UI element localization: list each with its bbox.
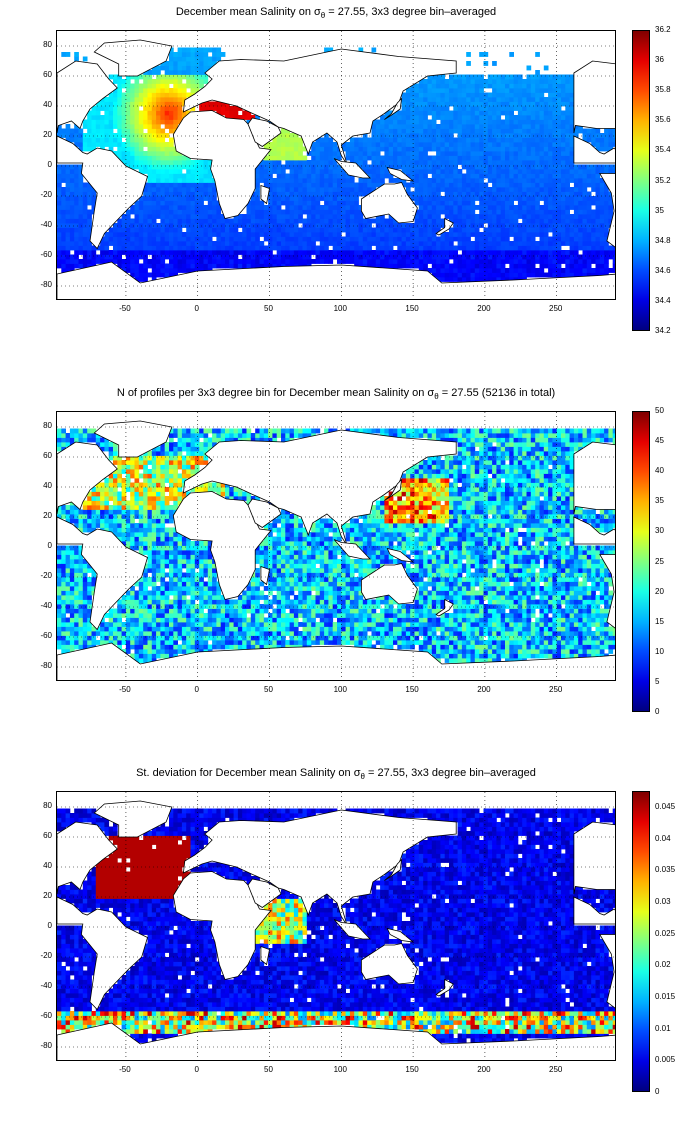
colorbar-tick-label: 10 <box>655 646 664 656</box>
std-deviation-map-svg <box>57 792 615 1060</box>
y-tick-label: 40 <box>43 861 52 870</box>
std-deviation-colorbar <box>632 791 650 1092</box>
colorbar-tick-label: 35.4 <box>655 145 671 155</box>
x-tick-label: 250 <box>549 685 563 694</box>
x-tick-label: 0 <box>194 685 199 694</box>
colorbar-tick-label: 0.01 <box>655 1023 671 1033</box>
x-tick-label: 0 <box>194 1065 199 1074</box>
y-tick-label: -40 <box>40 220 52 229</box>
colorbar-tick-label: 5 <box>655 676 660 686</box>
x-tick-label: 50 <box>264 304 273 313</box>
salinity-title: December mean Salinity on σθ = 27.55, 3x… <box>175 6 497 21</box>
y-tick-label: 80 <box>43 40 52 49</box>
colorbar-tick-label: 36 <box>655 55 664 65</box>
colorbar-tick-label: 36.2 <box>655 25 671 34</box>
x-tick-label: 100 <box>333 1065 347 1074</box>
y-tick-label: 60 <box>43 831 52 840</box>
y-tick-label: -60 <box>40 1011 52 1020</box>
y-tick-label: 20 <box>43 130 52 139</box>
x-tick-label: 0 <box>194 304 199 313</box>
colorbar-tick-label: 25 <box>655 556 664 566</box>
y-tick-label: -20 <box>40 190 52 199</box>
x-tick-label: -50 <box>119 685 131 694</box>
profiles-count-map <box>56 411 616 681</box>
y-tick-label: 20 <box>43 511 52 520</box>
x-tick-label: 150 <box>405 1065 419 1074</box>
colorbar-tick-label: 40 <box>655 466 664 476</box>
y-tick-label: 0 <box>47 921 52 930</box>
y-tick-label: 40 <box>43 481 52 490</box>
colorbar-tick-label: 0.045 <box>655 801 676 811</box>
x-tick-label: 150 <box>405 685 419 694</box>
y-tick-label: -20 <box>40 951 52 960</box>
y-tick-label: 80 <box>43 801 52 810</box>
y-tick-label: -60 <box>40 250 52 259</box>
colorbar-tick-label: 0.02 <box>655 960 671 970</box>
x-tick-label: 250 <box>549 1065 563 1074</box>
colorbar-tick-label: 35.6 <box>655 115 671 125</box>
x-tick-label: -50 <box>119 304 131 313</box>
x-tick-label: 200 <box>477 685 491 694</box>
y-tick-label: 40 <box>43 100 52 109</box>
colorbar-tick-label: 34.8 <box>655 235 671 245</box>
y-tick-label: 80 <box>43 421 52 430</box>
x-tick-label: 200 <box>477 304 491 313</box>
x-tick-label: -50 <box>119 1065 131 1074</box>
y-tick-label: -20 <box>40 571 52 580</box>
colorbar-tick-label: 34.6 <box>655 265 671 275</box>
colorbar-tick-label: 35.2 <box>655 175 671 185</box>
y-tick-label: -80 <box>40 1041 52 1050</box>
colorbar-tick-label: 34.4 <box>655 295 671 305</box>
y-tick-label: 20 <box>43 891 52 900</box>
colorbar-tick-label: 0.015 <box>655 991 676 1001</box>
colorbar-tick-label: 30 <box>655 526 664 536</box>
y-tick-label: -80 <box>40 280 52 289</box>
x-tick-label: 150 <box>405 304 419 313</box>
colorbar-tick-label: 0.025 <box>655 928 676 938</box>
x-tick-label: 250 <box>549 304 563 313</box>
colorbar-tick-label: 35 <box>655 205 664 215</box>
profiles-count-title: N of profiles per 3x3 degree bin for Dec… <box>116 387 556 402</box>
y-tick-label: 60 <box>43 451 52 460</box>
y-tick-label: 60 <box>43 70 52 79</box>
x-tick-label: 50 <box>264 1065 273 1074</box>
std-deviation-title: St. deviation for December mean Salinity… <box>136 767 536 782</box>
colorbar-tick-label: 35.8 <box>655 85 671 95</box>
salinity-colorbar <box>632 30 650 331</box>
colorbar-tick-label: 0 <box>655 1087 660 1096</box>
y-tick-label: 0 <box>47 160 52 169</box>
x-tick-label: 100 <box>333 685 347 694</box>
x-tick-label: 50 <box>264 685 273 694</box>
colorbar-tick-label: 35 <box>655 496 664 506</box>
y-tick-label: -60 <box>40 631 52 640</box>
colorbar-tick-label: 20 <box>655 586 664 596</box>
colorbar-tick-label: 34.2 <box>655 326 671 335</box>
y-tick-label: -80 <box>40 661 52 670</box>
profiles-count-colorbar <box>632 411 650 712</box>
salinity-map <box>56 30 616 300</box>
colorbar-tick-label: 0.035 <box>655 865 676 875</box>
x-tick-label: 100 <box>333 304 347 313</box>
colorbar-tick-label: 50 <box>655 406 664 415</box>
colorbar-tick-label: 45 <box>655 436 664 446</box>
colorbar-tick-label: 0.04 <box>655 833 671 843</box>
y-tick-label: 0 <box>47 541 52 550</box>
colorbar-tick-label: 0 <box>655 707 660 716</box>
y-tick-label: -40 <box>40 981 52 990</box>
y-tick-label: -40 <box>40 601 52 610</box>
std-deviation-map <box>56 791 616 1061</box>
colorbar-tick-label: 0.03 <box>655 896 671 906</box>
colorbar-tick-label: 0.005 <box>655 1055 676 1065</box>
x-tick-label: 200 <box>477 1065 491 1074</box>
profiles-count-map-svg <box>57 412 615 680</box>
colorbar-tick-label: 15 <box>655 616 664 626</box>
salinity-map-svg <box>57 31 615 299</box>
